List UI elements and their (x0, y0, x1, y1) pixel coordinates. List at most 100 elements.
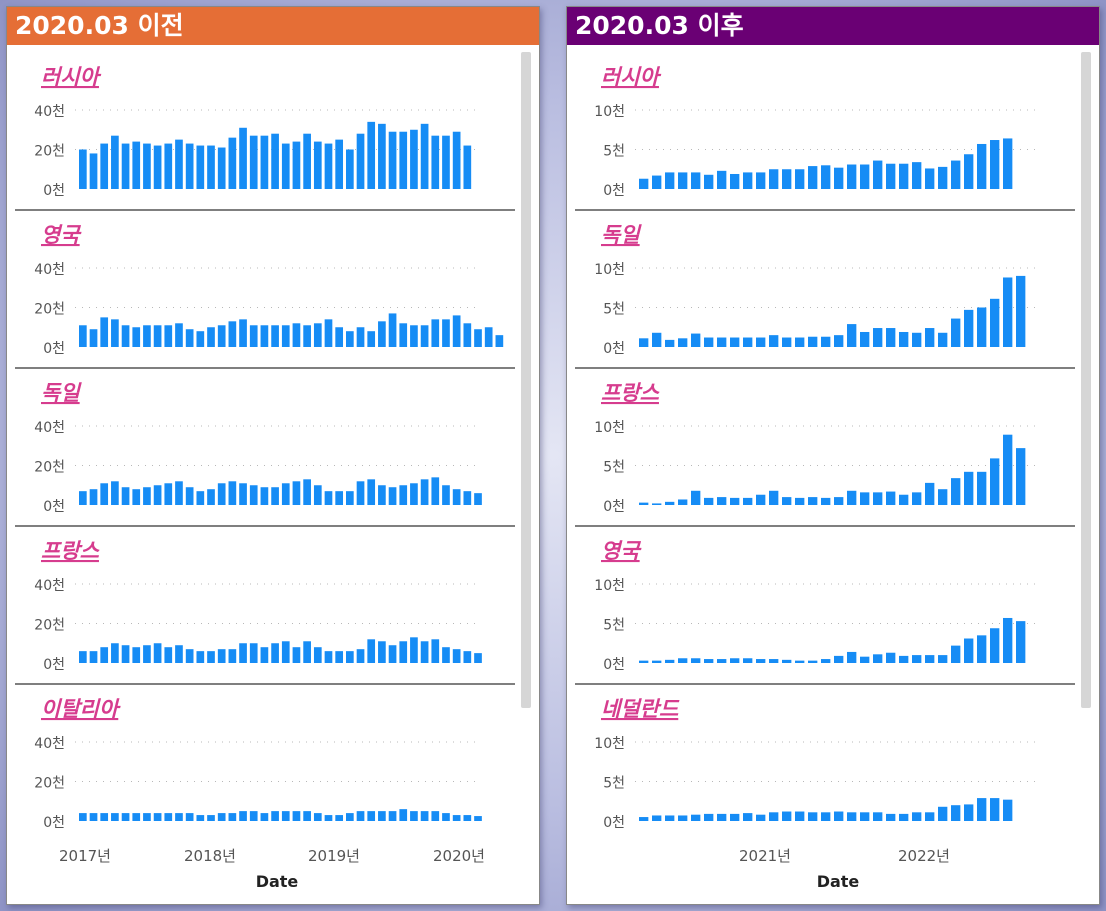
bar[interactable] (495, 335, 504, 347)
bar[interactable] (769, 659, 779, 663)
bar[interactable] (175, 323, 183, 347)
bar[interactable] (207, 327, 215, 347)
bar[interactable] (990, 628, 1000, 663)
bar[interactable] (249, 135, 258, 189)
bar[interactable] (756, 494, 766, 505)
bar[interactable] (132, 813, 141, 821)
bar[interactable] (795, 337, 805, 347)
bar[interactable] (378, 811, 386, 821)
bar[interactable] (860, 164, 870, 189)
bar[interactable] (808, 336, 818, 347)
bar[interactable] (89, 489, 98, 505)
bar[interactable] (79, 491, 87, 505)
small-multiple-title[interactable]: 독일 (41, 381, 82, 405)
bar[interactable] (292, 811, 301, 821)
bar[interactable] (121, 143, 130, 189)
bar[interactable] (938, 655, 948, 663)
bar[interactable] (665, 659, 675, 663)
bar[interactable] (346, 651, 354, 663)
bar[interactable] (977, 635, 987, 663)
bar[interactable] (652, 503, 662, 505)
bar[interactable] (313, 323, 322, 347)
bar[interactable] (808, 660, 818, 663)
bar[interactable] (821, 497, 831, 505)
bar[interactable] (346, 813, 354, 821)
bar[interactable] (977, 471, 987, 505)
bar[interactable] (652, 660, 662, 663)
bar[interactable] (678, 658, 688, 663)
bar[interactable] (743, 337, 753, 347)
bar[interactable] (639, 178, 649, 189)
bar[interactable] (356, 811, 365, 821)
small-multiple-title[interactable]: 독일 (601, 223, 642, 247)
bar[interactable] (474, 653, 482, 663)
bar[interactable] (730, 813, 740, 821)
bar[interactable] (239, 643, 247, 663)
bar[interactable] (410, 129, 418, 189)
bar[interactable] (420, 811, 429, 821)
bar[interactable] (795, 660, 805, 663)
bar[interactable] (990, 140, 1000, 189)
bar[interactable] (313, 813, 322, 821)
bar[interactable] (912, 492, 922, 505)
bar[interactable] (886, 328, 896, 347)
bar[interactable] (678, 499, 688, 505)
bar[interactable] (452, 649, 461, 663)
bar[interactable] (228, 813, 237, 821)
bar[interactable] (442, 647, 450, 663)
bar[interactable] (484, 327, 493, 347)
bar[interactable] (951, 805, 961, 821)
bar[interactable] (164, 483, 173, 505)
bar[interactable] (639, 338, 649, 347)
bar[interactable] (271, 133, 279, 189)
bar[interactable] (964, 154, 974, 189)
bar[interactable] (442, 319, 450, 347)
bar[interactable] (281, 483, 290, 505)
bar[interactable] (652, 175, 662, 189)
bar[interactable] (367, 811, 376, 821)
bar[interactable] (1016, 275, 1026, 347)
bar[interactable] (808, 166, 818, 189)
bar[interactable] (79, 149, 87, 190)
bar[interactable] (704, 813, 714, 821)
bar[interactable] (410, 637, 418, 663)
bar[interactable] (951, 645, 961, 663)
bar[interactable] (665, 172, 675, 189)
bar[interactable] (388, 487, 397, 505)
bar[interactable] (260, 647, 269, 663)
bar[interactable] (873, 328, 883, 347)
bar[interactable] (463, 815, 472, 821)
bar[interactable] (730, 337, 740, 347)
bar[interactable] (399, 641, 408, 663)
bar[interactable] (756, 814, 766, 821)
bar[interactable] (388, 131, 397, 189)
bar[interactable] (207, 489, 215, 505)
bar[interactable] (239, 811, 247, 821)
bar[interactable] (964, 309, 974, 347)
bar[interactable] (452, 315, 461, 347)
bar[interactable] (452, 131, 461, 189)
bar[interactable] (292, 141, 301, 189)
bar[interactable] (143, 143, 151, 189)
bar[interactable] (367, 331, 376, 347)
bar[interactable] (356, 649, 365, 663)
bar[interactable] (356, 133, 365, 189)
bar[interactable] (431, 477, 440, 505)
bar[interactable] (249, 643, 258, 663)
bar[interactable] (990, 798, 1000, 821)
bar[interactable] (691, 172, 701, 189)
bar[interactable] (239, 483, 247, 505)
bar[interactable] (420, 641, 429, 663)
bar[interactable] (324, 651, 333, 663)
bar[interactable] (164, 647, 173, 663)
bar[interactable] (717, 659, 727, 663)
bar[interactable] (925, 328, 935, 347)
bar[interactable] (399, 485, 408, 505)
bar[interactable] (873, 492, 883, 505)
bar[interactable] (938, 332, 948, 347)
bar[interactable] (795, 169, 805, 189)
bar[interactable] (1003, 617, 1013, 663)
bar[interactable] (704, 174, 714, 189)
bar[interactable] (821, 336, 831, 347)
bar[interactable] (410, 483, 418, 505)
